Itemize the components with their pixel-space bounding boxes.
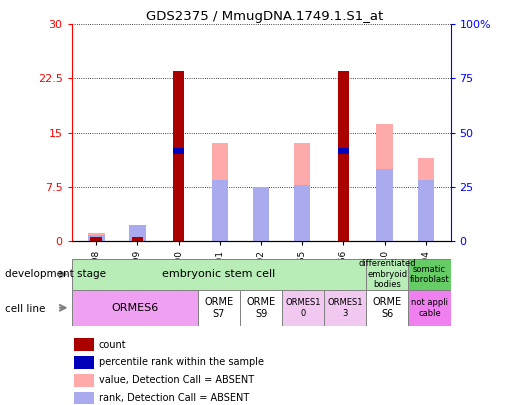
Bar: [131, 237, 143, 241]
Bar: [409, 290, 450, 326]
Bar: [338, 148, 349, 153]
Bar: [74, 339, 94, 351]
Bar: [198, 290, 240, 326]
Bar: [294, 143, 311, 241]
Bar: [253, 187, 269, 241]
Text: ORME
S6: ORME S6: [373, 297, 402, 319]
Bar: [282, 290, 324, 326]
Bar: [366, 259, 409, 290]
Text: not appli
cable: not appli cable: [411, 298, 448, 318]
Text: count: count: [99, 340, 127, 350]
Bar: [74, 356, 94, 369]
Text: ORME
S9: ORME S9: [246, 297, 276, 319]
Text: ORMES1
3: ORMES1 3: [328, 298, 363, 318]
Text: rank, Detection Call = ABSENT: rank, Detection Call = ABSENT: [99, 393, 249, 403]
Bar: [173, 148, 184, 153]
Bar: [376, 169, 393, 241]
Bar: [72, 290, 198, 326]
Text: embryonic stem cell: embryonic stem cell: [162, 269, 276, 279]
Bar: [240, 290, 282, 326]
Text: ORMES6: ORMES6: [111, 303, 158, 313]
Bar: [376, 124, 393, 241]
Text: GDS2375 / MmugDNA.1749.1.S1_at: GDS2375 / MmugDNA.1749.1.S1_at: [146, 10, 384, 23]
Bar: [211, 143, 228, 241]
Text: somatic
fibroblast: somatic fibroblast: [410, 265, 449, 284]
Bar: [74, 374, 94, 386]
Bar: [173, 71, 184, 241]
Bar: [253, 189, 269, 241]
Text: ORME
S7: ORME S7: [205, 297, 234, 319]
Bar: [418, 179, 434, 241]
Bar: [409, 259, 450, 290]
Bar: [418, 158, 434, 241]
Bar: [129, 226, 146, 241]
Text: ORMES1
0: ORMES1 0: [285, 298, 321, 318]
Bar: [129, 225, 146, 241]
Bar: [91, 237, 102, 241]
Bar: [294, 185, 311, 241]
Text: development stage: development stage: [5, 269, 107, 279]
Text: value, Detection Call = ABSENT: value, Detection Call = ABSENT: [99, 375, 254, 385]
Text: differentiated
embryoid
bodies: differentiated embryoid bodies: [358, 260, 416, 289]
Bar: [211, 179, 228, 241]
Text: cell line: cell line: [5, 304, 46, 313]
Bar: [366, 290, 409, 326]
Bar: [72, 259, 366, 290]
Text: percentile rank within the sample: percentile rank within the sample: [99, 358, 264, 367]
Bar: [88, 233, 104, 241]
Bar: [74, 392, 94, 404]
Bar: [324, 290, 366, 326]
Bar: [88, 235, 104, 241]
Bar: [338, 71, 349, 241]
